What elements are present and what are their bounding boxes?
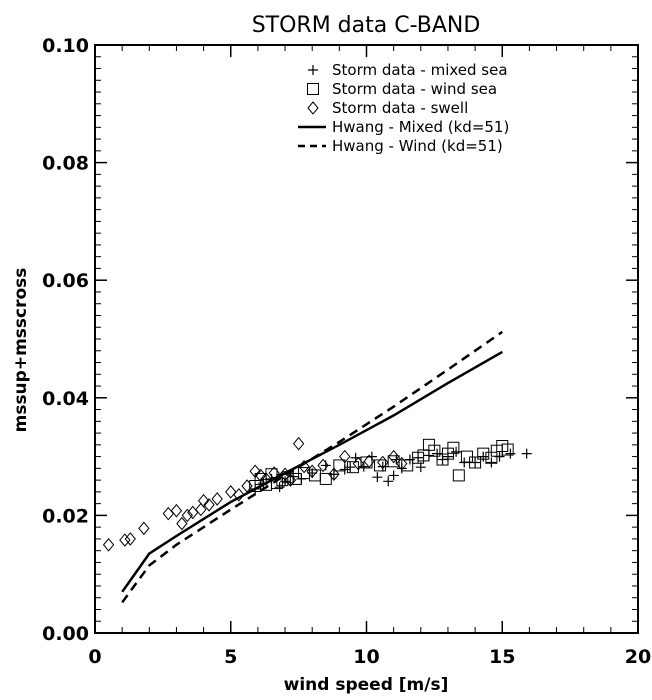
legend-item-4: Hwang - Mixed (kd=51)	[298, 118, 509, 136]
series-4	[121, 350, 503, 593]
data-point-diamond	[225, 485, 237, 499]
y-tick-label: 0.10	[42, 35, 89, 57]
y-tick-label: 0.02	[42, 505, 89, 527]
axis-ticks: 0 5 10 15 20 0.00 0.02 0.04 0.06 0.08 0.10	[42, 35, 651, 668]
data-point-plus	[451, 446, 462, 457]
legend-item-3: Storm data - swell	[307, 99, 468, 117]
y-tick-label: 0.00	[42, 623, 89, 645]
data-point-diamond	[176, 516, 188, 531]
data-point-diamond	[181, 508, 193, 523]
data-point-diamond	[363, 454, 375, 469]
series-line-dashed	[121, 330, 504, 604]
legend-label: Storm data - swell	[332, 99, 468, 117]
data-point-square	[452, 469, 465, 482]
data-point-plus	[415, 462, 426, 473]
data-point-diamond	[328, 467, 340, 482]
data-point-plus	[280, 476, 291, 487]
data-point-diamond	[260, 472, 272, 486]
y-tick-label: 0.04	[42, 388, 89, 410]
data-point-diamond	[339, 449, 351, 464]
legend-item-1: Storm data - mixed sea	[308, 61, 508, 79]
legend-label: Storm data - wind sea	[332, 80, 497, 98]
data-point-diamond	[124, 532, 136, 546]
legend-marker-diamond	[307, 101, 319, 115]
data-point-square	[319, 472, 332, 485]
legend-marker-square	[307, 83, 319, 95]
data-point-diamond	[254, 468, 267, 483]
y-axis-label: mssup+msscross	[11, 268, 31, 433]
data-point-diamond	[102, 538, 115, 552]
data-point-square	[501, 443, 514, 456]
data-point-plus	[383, 476, 394, 487]
data-point-square	[401, 459, 414, 472]
data-point-diamond	[197, 493, 210, 508]
data-point-diamond	[352, 456, 365, 471]
x-tick-label: 15	[489, 646, 515, 668]
series-2	[249, 438, 514, 492]
data-point-diamond	[211, 492, 223, 506]
data-point-plus	[377, 461, 388, 472]
data-point-plus	[345, 462, 356, 473]
x-tick-label: 10	[353, 646, 379, 668]
data-point-diamond	[233, 488, 245, 502]
data-point-diamond	[284, 473, 297, 487]
x-tick-label: 20	[625, 646, 651, 668]
data-point-diamond	[119, 533, 131, 547]
legend-label: Hwang - Mixed (kd=51)	[332, 118, 509, 136]
data-point-diamond	[396, 456, 408, 471]
data-point-diamond	[162, 506, 174, 521]
data-point-square	[477, 447, 490, 460]
legend-label: Hwang - Wind (kd=51)	[332, 137, 503, 155]
chart-title: STORM data C-BAND	[252, 13, 481, 38]
data-point-plus	[372, 472, 383, 483]
y-tick-label: 0.06	[42, 270, 89, 292]
data-point-diamond	[195, 502, 207, 517]
data-point-diamond	[292, 436, 305, 451]
y-tick-label: 0.08	[42, 153, 89, 175]
data-point-plus	[388, 470, 399, 481]
legend-item-2: Storm data - wind sea	[307, 80, 497, 98]
data-point-diamond	[203, 498, 215, 512]
data-point-square	[346, 461, 359, 474]
data-point-diamond	[170, 503, 183, 518]
data-point-plus	[486, 457, 497, 468]
data-series	[102, 330, 532, 604]
data-point-diamond	[306, 464, 318, 479]
data-point-plus	[505, 448, 516, 459]
x-axis-label: wind speed [m/s]	[284, 675, 449, 695]
x-tick-label: 0	[88, 646, 101, 668]
x-tick-label: 5	[224, 646, 237, 668]
data-point-square	[469, 456, 482, 469]
data-point-diamond	[377, 455, 389, 470]
data-point-plus	[521, 448, 532, 459]
legend-marker-plus	[308, 65, 318, 75]
legend-label: Storm data - mixed sea	[332, 61, 508, 79]
data-point-diamond	[249, 464, 261, 479]
data-point-plus	[274, 482, 285, 493]
data-point-square	[447, 441, 460, 454]
series-5	[121, 330, 504, 604]
data-point-square	[360, 456, 373, 469]
data-point-diamond	[387, 449, 400, 464]
data-point-square	[333, 459, 346, 472]
data-point-diamond	[138, 521, 150, 536]
series-line-solid	[121, 350, 503, 593]
data-point-square	[428, 444, 441, 457]
data-point-diamond	[317, 458, 329, 473]
legend-item-5: Hwang - Wind (kd=51)	[298, 137, 503, 155]
